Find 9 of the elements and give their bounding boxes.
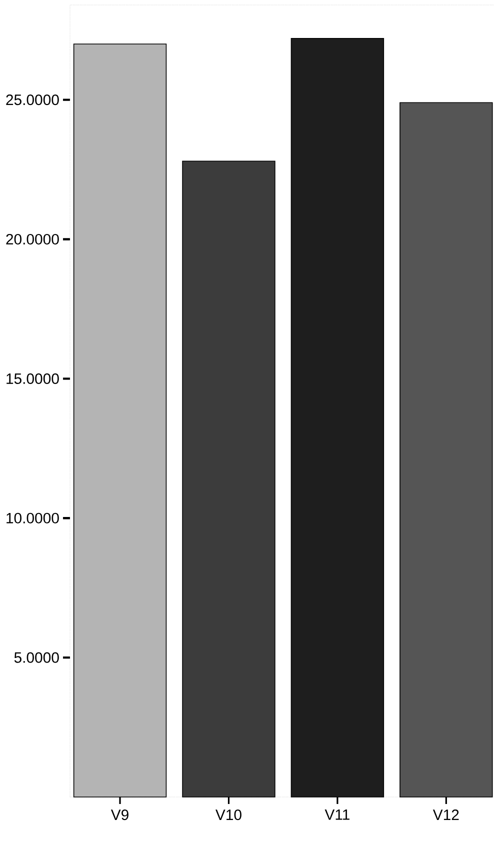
x-tick-label: V11 [324,810,350,820]
x-tick-label: V12 [432,810,459,820]
y-tick-label: 5.0000 [14,652,59,663]
y-tick-label: 20.0000 [6,234,59,245]
x-tick-label: V10 [215,810,242,820]
y-tick-label: 10.0000 [6,512,59,524]
x-tick-label: V9 [110,810,128,820]
y-tick-label: 15.0000 [6,373,59,384]
y-tick-label: 25.0000 [6,94,59,106]
